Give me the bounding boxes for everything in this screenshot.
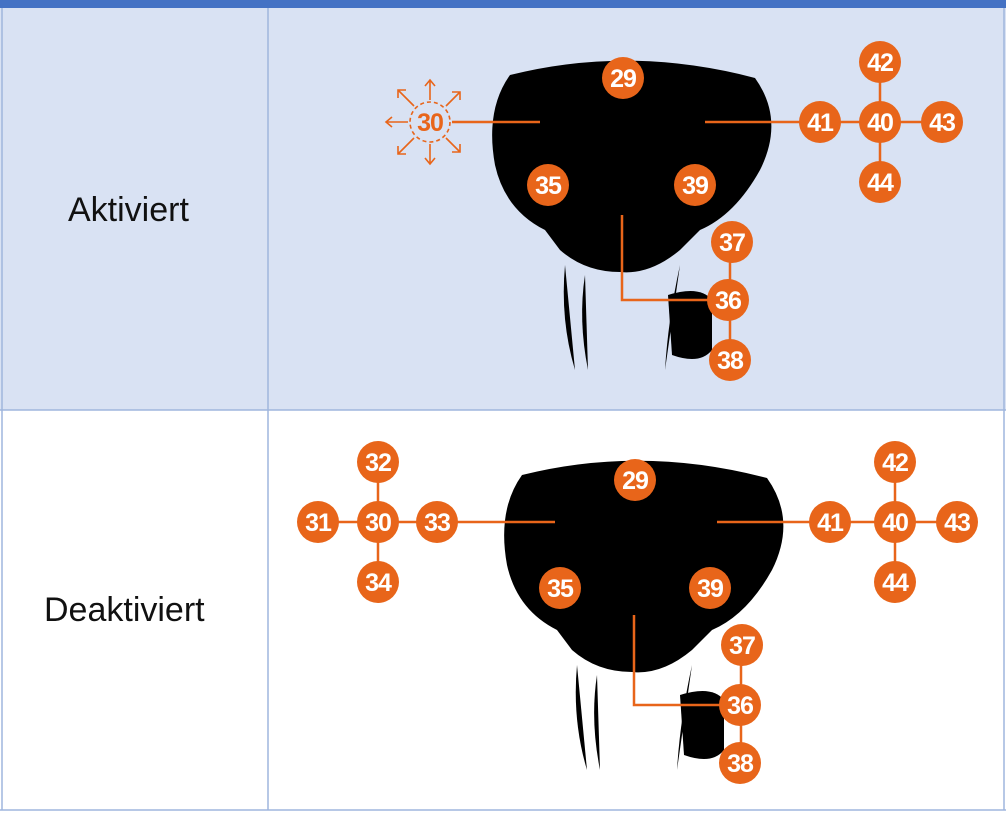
callout-number: 39: [682, 172, 708, 200]
callout-badge: [719, 742, 761, 784]
callout-badge: [921, 101, 963, 143]
callout-number: 34: [365, 569, 392, 597]
callout: 30: [417, 109, 444, 137]
callout: 39: [674, 164, 716, 206]
callout: 33: [416, 501, 458, 543]
callout: 42: [874, 441, 916, 483]
callout-number: 38: [727, 750, 754, 778]
callout-number: 41: [807, 109, 834, 137]
callout-number: 43: [929, 109, 955, 137]
callout-badge: [721, 624, 763, 666]
callout-number: 44: [867, 169, 894, 197]
callout-number: 39: [697, 575, 723, 603]
callout-number: 37: [729, 632, 755, 660]
row-label: Aktiviert: [68, 191, 189, 229]
callout: 35: [527, 164, 569, 206]
callout: 37: [721, 624, 763, 666]
callout-badge: [874, 561, 916, 603]
callout-badge: [357, 441, 399, 483]
row-background: [0, 410, 1006, 810]
callout-badge: [707, 279, 749, 321]
callout: 36: [707, 279, 749, 321]
callout-badge: [936, 501, 978, 543]
callout: 42: [859, 41, 901, 83]
callout-number: 33: [424, 509, 450, 537]
callout-number: 35: [547, 575, 574, 603]
callout-badge: [809, 501, 851, 543]
callout: 37: [711, 221, 753, 263]
callout-badge: [602, 57, 644, 99]
callout-badge: [689, 567, 731, 609]
callout-number: 29: [610, 65, 636, 93]
callout: 38: [709, 339, 751, 381]
callout: 30: [357, 501, 399, 543]
callout-number: 30: [365, 509, 391, 537]
callout-number: 41: [817, 509, 844, 537]
callout: 36: [719, 684, 761, 726]
callout-number: 37: [719, 229, 745, 257]
callout: 44: [874, 561, 916, 603]
callout: 31: [297, 501, 339, 543]
callout: 32: [357, 441, 399, 483]
callout-number: 29: [622, 467, 648, 495]
callout-badge: [859, 41, 901, 83]
row-background: [0, 8, 1006, 410]
callout-badge: [711, 221, 753, 263]
callout: 29: [602, 57, 644, 99]
callout-badge: [357, 501, 399, 543]
callout-badge: [874, 501, 916, 543]
callout-badge: [539, 567, 581, 609]
callout: 29: [614, 459, 656, 501]
callout: 41: [799, 101, 841, 143]
callout: 41: [809, 501, 851, 543]
callout-badge: [709, 339, 751, 381]
callout-badge: [719, 684, 761, 726]
callout-badge: [799, 101, 841, 143]
callout-badge: [357, 561, 399, 603]
callout-number: 32: [365, 449, 391, 477]
callout-badge: [416, 501, 458, 543]
callout: 44: [859, 161, 901, 203]
callout-number: 36: [715, 287, 741, 315]
callouts: 30 29 41 40 43 42 44 35 39 37 36 38 32 31 30 33 34 29 41 40…: [297, 41, 978, 784]
callout-badge: [859, 161, 901, 203]
callout: 40: [859, 101, 901, 143]
callout-number: 35: [535, 172, 562, 200]
callout-number: 36: [727, 692, 753, 720]
callout: 43: [936, 501, 978, 543]
callout-number: 42: [882, 449, 908, 477]
row-label: Deaktiviert: [44, 591, 205, 629]
callout-number: 40: [882, 509, 908, 537]
callout-badge: [614, 459, 656, 501]
callout-number: 43: [944, 509, 970, 537]
callout: 35: [539, 567, 581, 609]
callout: 43: [921, 101, 963, 143]
callout-number: 42: [867, 49, 893, 77]
callout: 40: [874, 501, 916, 543]
callout-badge: [674, 164, 716, 206]
callout-badge: [874, 441, 916, 483]
callout-number: 44: [882, 569, 909, 597]
callout-number: 38: [717, 347, 744, 375]
callout-number: 31: [305, 509, 332, 537]
callout: 34: [357, 561, 399, 603]
callout-badge: [859, 101, 901, 143]
callout-number: 40: [867, 109, 893, 137]
callout-number: 30: [417, 109, 443, 137]
callout: 39: [689, 567, 731, 609]
header-bar: [0, 0, 1006, 8]
callout-badge: [527, 164, 569, 206]
callout: 38: [719, 742, 761, 784]
callout-badge: [297, 501, 339, 543]
